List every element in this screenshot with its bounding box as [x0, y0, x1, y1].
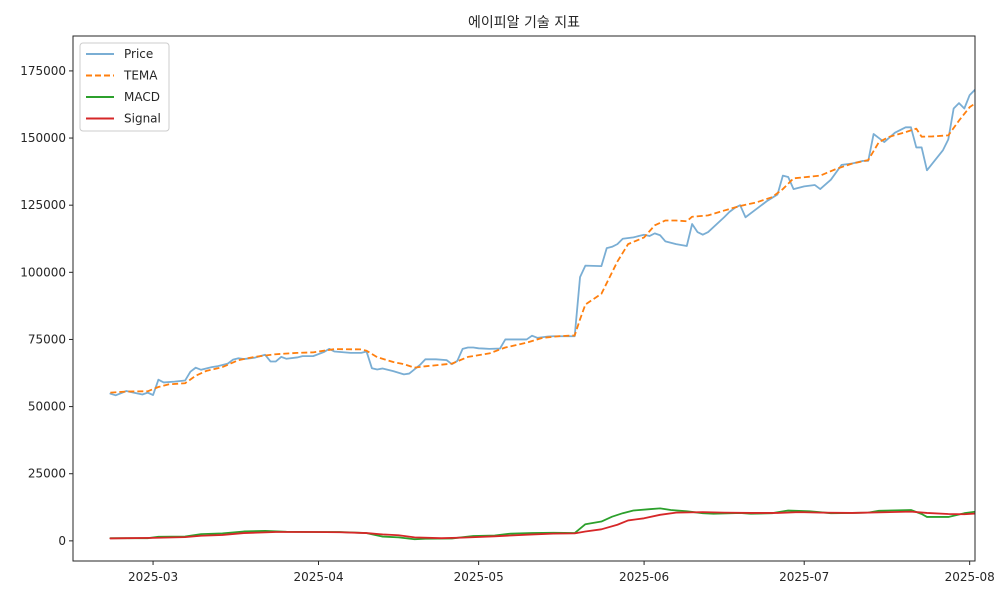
chart-title: 에이피알 기술 지표	[468, 15, 580, 31]
legend-label-signal: Signal	[124, 112, 161, 126]
y-tick-label: 75000	[28, 332, 66, 346]
x-tick-label: 2025-06	[619, 570, 669, 584]
x-tick-label: 2025-04	[293, 570, 343, 584]
x-tick-label: 2025-03	[128, 570, 178, 584]
y-axis: 0 25000 50000 75000 100000 125000 150000 175000	[20, 64, 73, 548]
series-line-tema	[110, 102, 975, 394]
x-tick-label: 2025-05	[454, 570, 504, 584]
x-axis: 2025-03 2025-04 2025-05 2025-06 2025-07 2025-…	[128, 561, 995, 584]
legend-box	[79, 42, 170, 132]
legend-label-price: Price	[124, 47, 153, 61]
series-layer	[109, 88, 975, 541]
series-line-price	[109, 88, 975, 397]
y-tick-label: 150000	[20, 131, 66, 145]
legend-label-macd: MACD	[124, 90, 160, 104]
y-tick-label: 0	[58, 534, 66, 548]
y-tick-label: 50000	[28, 400, 66, 414]
legend: Price TEMA MACD Signal	[79, 42, 170, 132]
y-tick-label: 25000	[28, 467, 66, 481]
x-tick-label: 2025-08	[945, 570, 995, 584]
y-tick-label: 100000	[20, 265, 66, 279]
plot-frame	[72, 35, 976, 562]
y-tick-label: 175000	[20, 64, 66, 78]
y-tick-label: 125000	[20, 198, 66, 212]
x-tick-label: 2025-07	[779, 570, 829, 584]
series-line-signal	[109, 510, 975, 540]
legend-label-tema: TEMA	[123, 69, 158, 83]
